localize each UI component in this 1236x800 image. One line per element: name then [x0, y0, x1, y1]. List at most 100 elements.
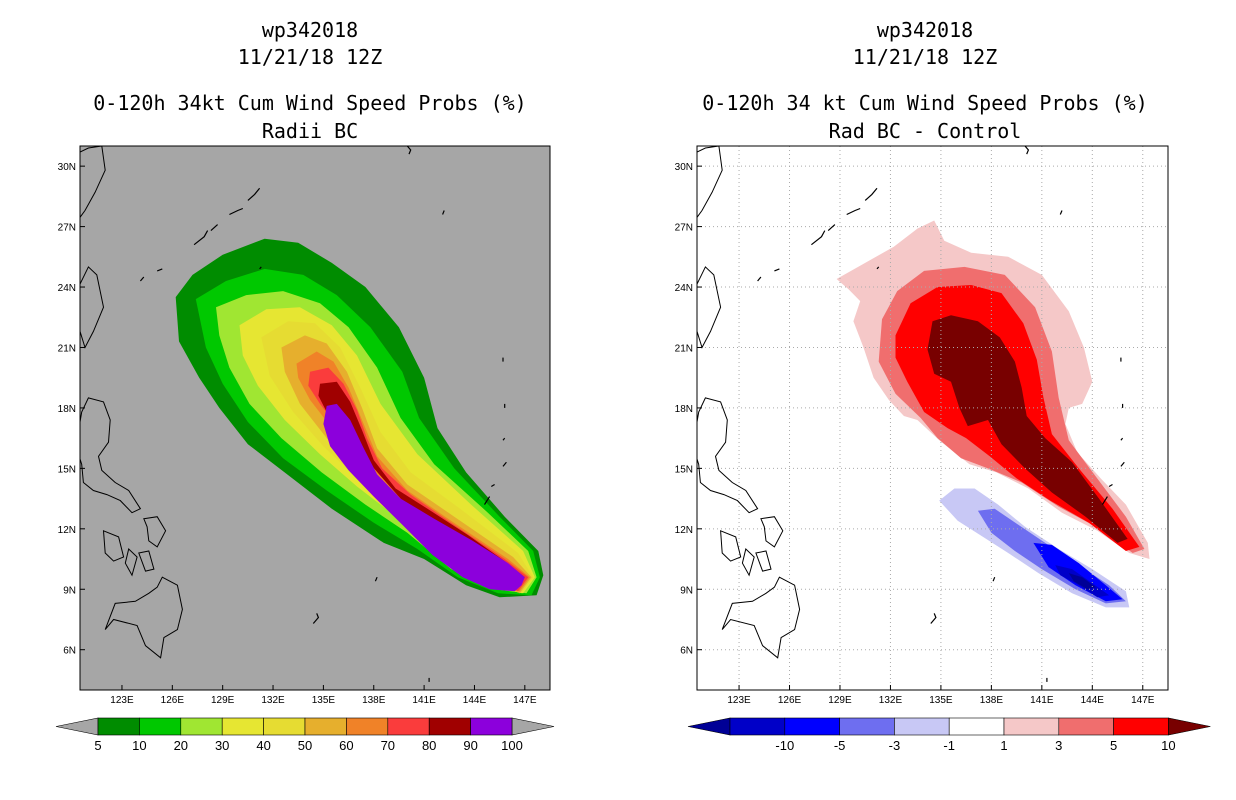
contour-level-90 [323, 403, 525, 592]
colorbar-swatch [387, 717, 430, 736]
colorbar-swatch [97, 717, 140, 736]
x-tick-label: 144E [1081, 695, 1105, 706]
x-tick-label: 132E [879, 695, 903, 706]
colorbar-label: -5 [834, 738, 846, 753]
y-tick-label: 24N [58, 283, 76, 294]
plot-frame [696, 145, 1169, 691]
island [442, 210, 445, 215]
island [1120, 461, 1125, 467]
colorbar-left-arrow [687, 717, 731, 736]
right-title-product: 0-120h 34 kt Cum Wind Speed Probs (%) [702, 91, 1148, 115]
island [774, 268, 780, 272]
right-map-panel: 123E 126E 129E 132E 135E 138E 141E 144E 147E 6N 9N… [675, 145, 1169, 706]
x-tick-label: 141E [412, 695, 436, 706]
contour-level-10 [927, 315, 1128, 543]
y-tick-label: 30N [58, 162, 76, 173]
right-colorbar: -10 -5 -3 -1 1 3 5 10 [687, 717, 1211, 753]
colorbar-swatch [1003, 717, 1060, 736]
y-tick-label: 18N [675, 404, 693, 415]
colorbar-swatch [346, 717, 389, 736]
x-tick-label: 138E [980, 695, 1004, 706]
island [259, 266, 262, 270]
colorbar-swatch [470, 717, 513, 736]
coastline [80, 146, 106, 219]
island [406, 146, 412, 155]
colorbar-swatch [221, 717, 264, 736]
island [374, 576, 378, 582]
y-tick-label: 18N [58, 404, 76, 415]
colorbar-label: 1 [1000, 738, 1007, 753]
island [864, 187, 878, 201]
colorbar-swatch [729, 717, 786, 736]
island [846, 207, 861, 216]
contour-level-neg5 [1033, 542, 1123, 602]
island [483, 496, 491, 505]
x-tick-label: 129E [828, 695, 852, 706]
colorbar-right-arrow [1168, 717, 1211, 736]
colorbar-label: 10 [1161, 738, 1175, 753]
island [193, 230, 209, 246]
colorbar-label: 100 [501, 738, 523, 753]
coastline [102, 530, 125, 562]
island [1120, 437, 1124, 441]
island [1101, 496, 1108, 505]
plot-area [697, 146, 1168, 690]
x-tick-label: 135E [929, 695, 953, 706]
x-tick-label: 138E [362, 695, 386, 706]
x-tick-label: 147E [1131, 695, 1155, 706]
y-tick-label: 30N [675, 162, 693, 173]
contour-level-neg11 [1068, 573, 1096, 590]
colorbar-label: 50 [298, 738, 312, 753]
coastline [741, 548, 755, 577]
y-tick-label: 15N [58, 464, 76, 475]
right-title-storm-id: wp342018 [876, 18, 974, 42]
y-tick-label: 6N [63, 646, 76, 657]
left-title-product: 0-120h 34kt Cum Wind Speed Probs (%) [93, 91, 527, 115]
colorbar-swatch [139, 717, 182, 736]
coastline [697, 146, 723, 219]
x-tick-label: 129E [211, 695, 235, 706]
colorbar-swatch [263, 717, 306, 736]
island [992, 576, 996, 582]
x-tick-label: 126E [778, 695, 802, 706]
island [247, 187, 261, 201]
island [502, 461, 507, 467]
colorbar-label: 5 [1110, 738, 1117, 753]
y-tick-label: 6N [680, 646, 693, 657]
colorbar-right-arrow [511, 717, 555, 736]
right-title-subtitle: Rad BC - Control [828, 119, 1022, 143]
island [210, 224, 219, 232]
x-tick-label: 126E [161, 695, 185, 706]
coastline [143, 516, 167, 548]
left-title-storm-id: wp342018 [261, 18, 359, 42]
left-map-panel: 123E 126E 129E 132E 135E 138E 141E 144E 147E 6N 9N… [58, 145, 551, 706]
coastline [697, 266, 722, 349]
y-tick-label: 12N [675, 525, 693, 536]
colorbar-swatch [180, 717, 223, 736]
x-tick-label: 123E [727, 695, 751, 706]
plot-area [80, 146, 544, 682]
plot-frame [79, 145, 551, 691]
x-tick-label: 144E [463, 695, 487, 706]
x-tick-label: 132E [261, 695, 285, 706]
y-tick-label: 24N [675, 283, 693, 294]
coastline [104, 576, 183, 659]
colorbar-label: 90 [463, 738, 477, 753]
colorbar-label: 20 [174, 738, 188, 753]
colorbar-swatch [839, 717, 895, 736]
colorbar-left-arrow [55, 717, 99, 736]
left-title-subtitle: Radii BC [261, 119, 359, 143]
coastline [720, 530, 742, 562]
island [156, 268, 163, 272]
colorbar-swatch [948, 717, 1005, 736]
x-tick-label: 135E [312, 695, 336, 706]
coastline [124, 548, 138, 577]
coastline [755, 550, 772, 572]
colorbar-label: -1 [943, 738, 955, 753]
x-tick-label: 147E [513, 695, 537, 706]
island [876, 266, 880, 270]
island [229, 207, 244, 216]
colorbar-swatch [1113, 717, 1169, 736]
colorbar-label: 60 [339, 738, 353, 753]
